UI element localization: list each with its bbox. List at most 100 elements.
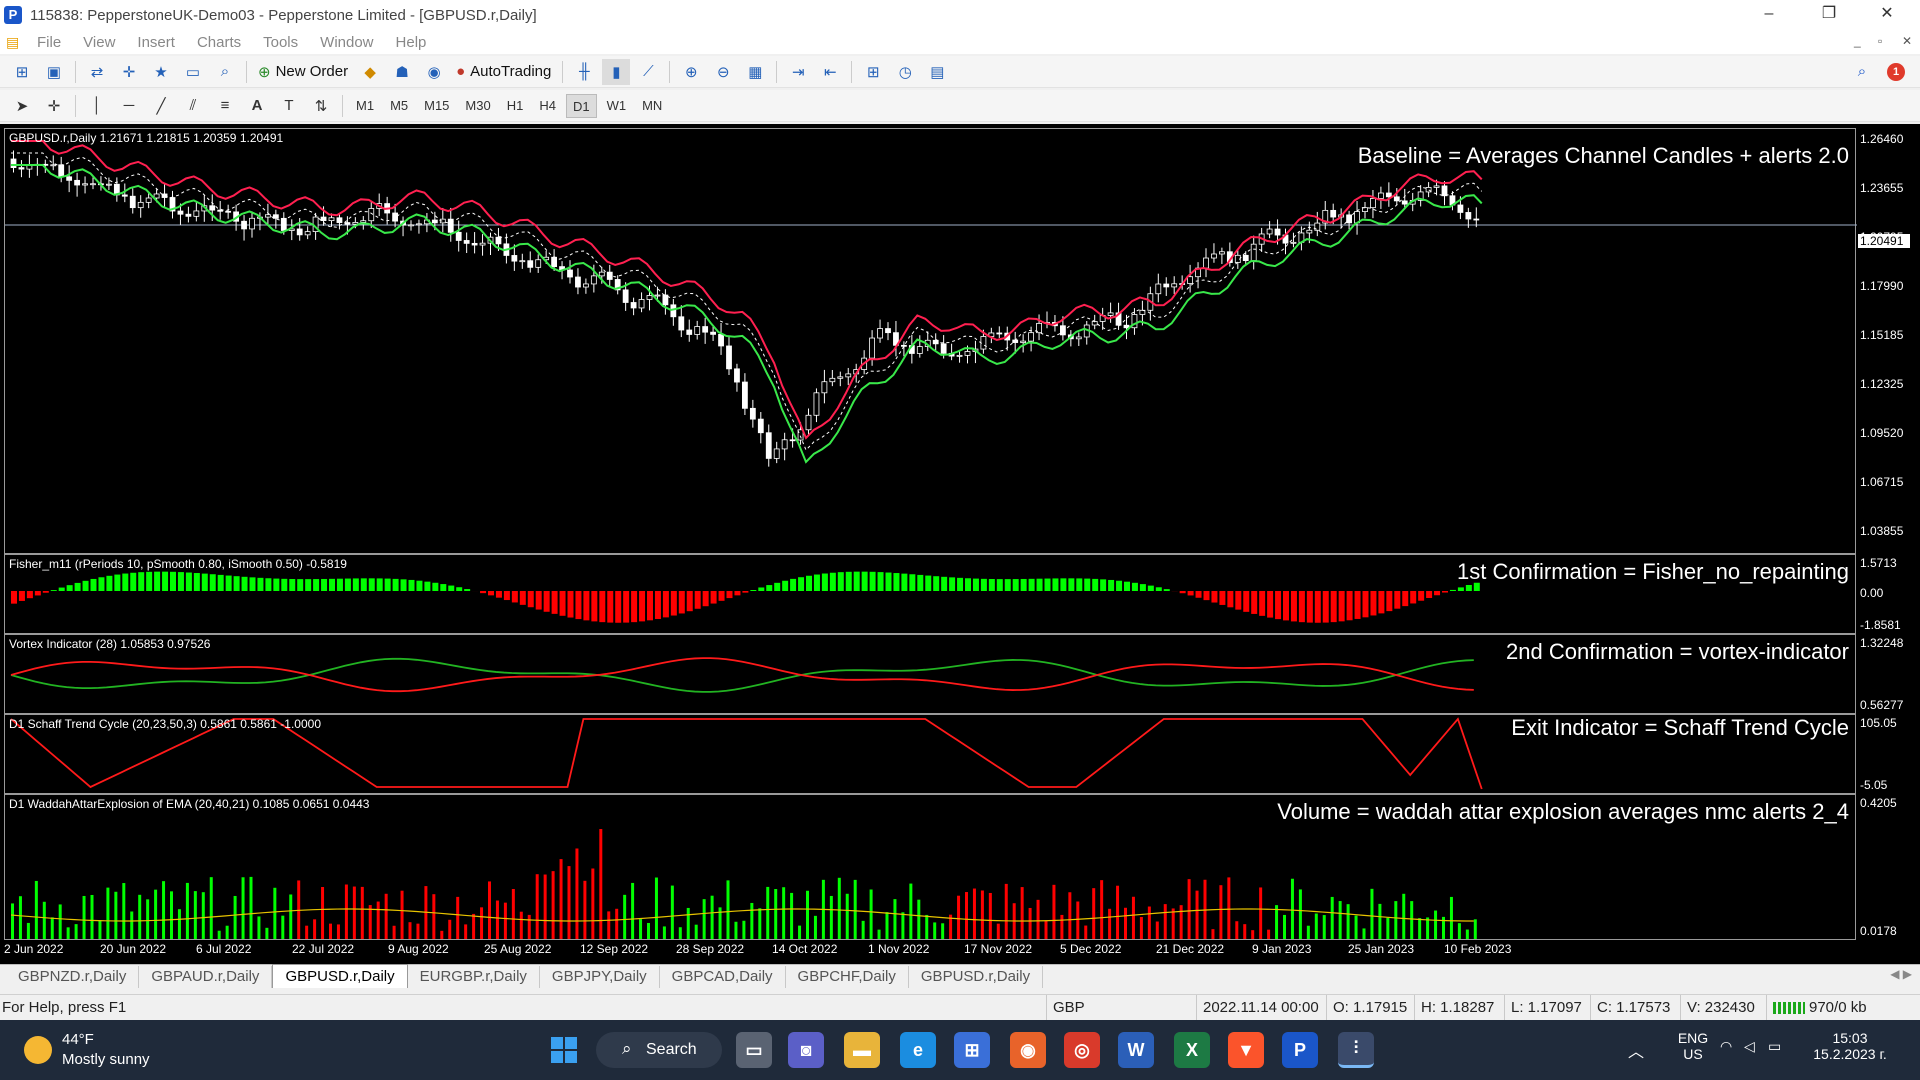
metaeditor-icon[interactable]: ◆ xyxy=(364,63,376,81)
chart-tab-gbpusd-2[interactable]: GBPUSD.r,Daily xyxy=(909,966,1044,988)
chart-shift-icon[interactable]: ⇤ xyxy=(824,63,837,81)
chart-tab-eurgbp[interactable]: EURGBP.r,Daily xyxy=(408,966,540,988)
indicators-icon[interactable]: ⊞ xyxy=(867,63,880,81)
timeframe-m1[interactable]: M1 xyxy=(356,97,375,113)
file-explorer-icon[interactable]: ▬ xyxy=(844,1032,880,1068)
weather-widget[interactable]: 44°F Mostly sunny xyxy=(24,1030,150,1070)
new-order-button[interactable]: ⊕ New Order xyxy=(252,59,354,85)
fisher-bar-down xyxy=(567,591,574,618)
fisher-bar-up xyxy=(265,578,272,591)
timeframe-h4[interactable]: H4 xyxy=(539,97,556,113)
market-watch-icon[interactable]: ⇄ xyxy=(90,63,104,81)
zoom-in-icon[interactable]: ⊕ xyxy=(685,63,698,81)
candlestick-icon[interactable]: ▮ xyxy=(602,58,631,85)
crosshair-icon[interactable]: ✛ xyxy=(47,97,61,115)
price-scale[interactable]: 1.26460 1.23655 1.20795 1.17990 1.15185 … xyxy=(1858,128,1920,554)
battery-icon[interactable]: ▭ xyxy=(1768,1038,1782,1054)
teams-chat-icon[interactable]: ◙ xyxy=(788,1032,824,1068)
timeframe-d1[interactable]: D1 xyxy=(565,93,597,118)
word-icon[interactable]: W xyxy=(1118,1032,1154,1068)
arrows-icon[interactable]: ⇅ xyxy=(314,97,328,115)
periods-icon[interactable]: ◷ xyxy=(898,63,912,81)
menu-tools[interactable]: Tools xyxy=(263,33,299,51)
close-button[interactable]: ✕ xyxy=(1880,5,1894,22)
vortex-indicator-pane[interactable]: Vortex Indicator (28) 1.05853 0.97526 2n… xyxy=(4,634,1856,714)
volume-icon[interactable]: ◁ xyxy=(1744,1038,1755,1054)
timeframe-m15[interactable]: M15 xyxy=(424,97,450,113)
brave-icon[interactable]: ▼ xyxy=(1228,1032,1264,1068)
chart-tab-gbpusd-active[interactable]: GBPUSD.r,Daily xyxy=(272,964,408,988)
autotrading-button[interactable]: ● AutoTrading xyxy=(450,59,557,85)
strategy-tester-icon[interactable]: ⌕ xyxy=(220,63,230,80)
timeframe-h1[interactable]: H1 xyxy=(506,97,524,113)
tile-windows-icon[interactable]: ▦ xyxy=(748,63,763,81)
pepperstone-icon[interactable]: P xyxy=(1282,1032,1318,1068)
bar-chart-icon[interactable]: ╫ xyxy=(579,63,590,80)
restore-button[interactable]: ❐ xyxy=(1821,5,1837,22)
new-chart-icon[interactable]: ⊞ xyxy=(15,63,29,81)
auto-scroll-icon[interactable]: ⇥ xyxy=(792,63,805,81)
schaff-indicator-pane[interactable]: D1 Schaff Trend Cycle (20,23,50,3) 0.586… xyxy=(4,714,1856,794)
chart-tab-gbpaud[interactable]: GBPAUD.r,Daily xyxy=(139,966,273,988)
schaff-tick: -5.05 xyxy=(1860,778,1888,792)
metatrader-icon[interactable]: ⫶ xyxy=(1338,1032,1374,1068)
menu-help[interactable]: Help xyxy=(395,33,427,51)
taskbar-search[interactable]: ⌕ Search xyxy=(596,1032,722,1068)
chart-tab-gbpjpy[interactable]: GBPJPY,Daily xyxy=(540,966,660,988)
signals-icon[interactable]: ☗ xyxy=(395,63,409,81)
time-axis[interactable]: 2 Jun 2022 20 Jun 2022 6 Jul 2022 22 Jul 20… xyxy=(4,940,1856,960)
horizontal-line-icon[interactable]: ─ xyxy=(123,97,135,114)
timeframe-w1[interactable]: W1 xyxy=(606,97,627,113)
chart-tab-gbpnzd[interactable]: GBPNZD.r,Daily xyxy=(6,966,140,988)
menu-insert[interactable]: Insert xyxy=(137,33,175,51)
menu-view[interactable]: View xyxy=(83,33,116,51)
line-chart-icon[interactable]: ⟋ xyxy=(643,63,654,80)
trendline-icon[interactable]: ╱ xyxy=(156,97,166,115)
tab-scroll-arrows-icon[interactable]: ◀ ▶ xyxy=(1890,967,1912,981)
chart-tab-gbpchf[interactable]: GBPCHF,Daily xyxy=(786,966,909,988)
fisher-bar-up xyxy=(146,571,153,591)
market-icon[interactable]: ◉ xyxy=(427,63,441,81)
chart-tab-gbpcad[interactable]: GBPCAD,Daily xyxy=(660,966,786,988)
chrome-icon[interactable]: ◎ xyxy=(1064,1032,1100,1068)
mdi-minimize-button[interactable]: _ xyxy=(1854,34,1861,48)
text-label-icon[interactable]: T xyxy=(284,97,294,114)
search-icon[interactable]: ⌕ xyxy=(1857,63,1867,80)
templates-icon[interactable]: ▤ xyxy=(930,63,945,81)
language-indicator[interactable]: ENG US xyxy=(1668,1030,1718,1062)
notifications-icon[interactable]: 1 xyxy=(1882,59,1910,85)
cursor-icon[interactable]: ➤ xyxy=(15,97,29,115)
vertical-line-icon[interactable]: │ xyxy=(92,97,102,114)
task-view-icon[interactable]: ▭ xyxy=(736,1032,772,1068)
equidistant-channel-icon[interactable]: ⫽ xyxy=(189,97,197,114)
tray-overflow-icon[interactable]: ︿ xyxy=(1628,1044,1645,1061)
fisher-indicator-pane[interactable]: Fisher_m11 (rPeriods 10, pSmooth 0.80, i… xyxy=(4,554,1856,634)
navigator-icon[interactable]: ★ xyxy=(154,63,168,81)
menu-window[interactable]: Window xyxy=(320,33,374,51)
wifi-icon[interactable]: ◠ xyxy=(1720,1038,1733,1054)
waddah-indicator-pane[interactable]: D1 WaddahAttarExplosion of EMA (20,40,21… xyxy=(4,794,1856,940)
firefox-icon[interactable]: ◉ xyxy=(1010,1032,1046,1068)
start-button[interactable] xyxy=(546,1032,582,1068)
store-icon[interactable]: ⊞ xyxy=(954,1032,990,1068)
mdi-close-button[interactable]: ✕ xyxy=(1902,34,1913,48)
minimize-button[interactable]: – xyxy=(1764,5,1774,22)
chart-window[interactable]: GBPUSD.r,Daily 1.21671 1.21815 1.20359 1… xyxy=(0,124,1920,964)
terminal-icon[interactable]: ▭ xyxy=(185,63,201,81)
fibonacci-icon[interactable]: ≡ xyxy=(220,97,230,114)
data-window-icon[interactable]: ✛ xyxy=(122,63,136,81)
time-tick: 2 Jun 2022 xyxy=(4,942,64,956)
timeframe-m30[interactable]: M30 xyxy=(465,97,491,113)
zoom-out-icon[interactable]: ⊖ xyxy=(717,63,730,81)
timeframe-m5[interactable]: M5 xyxy=(390,97,409,113)
clock[interactable]: 15:03 15.2.2023 г. xyxy=(1800,1030,1900,1062)
timeframe-mn[interactable]: MN xyxy=(642,97,663,113)
price-chart-pane[interactable]: GBPUSD.r,Daily 1.21671 1.21815 1.20359 1… xyxy=(4,128,1857,554)
menu-charts[interactable]: Charts xyxy=(196,33,242,51)
edge-icon[interactable]: e xyxy=(900,1032,936,1068)
excel-icon[interactable]: X xyxy=(1174,1032,1210,1068)
text-icon[interactable]: A xyxy=(251,97,263,114)
menu-file[interactable]: File xyxy=(37,33,62,51)
profiles-icon[interactable]: ▣ xyxy=(46,63,62,81)
mdi-restore-button[interactable]: ▫ xyxy=(1878,34,1883,48)
